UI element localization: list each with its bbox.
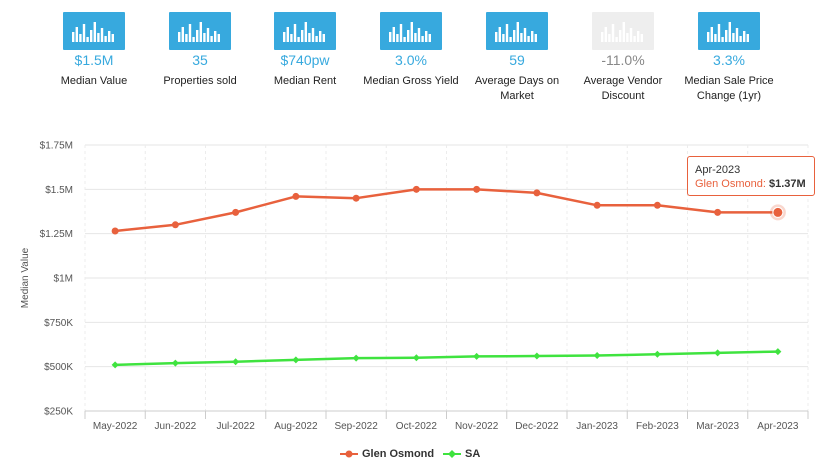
data-point-sa bbox=[593, 351, 601, 359]
tooltip-date: Apr-2023 bbox=[695, 164, 741, 176]
y-tick-label: $500K bbox=[44, 362, 73, 373]
data-point-glen-osmond bbox=[292, 192, 300, 200]
stat-label: Median Sale Price Change (1yr) bbox=[684, 75, 774, 102]
stat-card[interactable]: 3.0% Median Gross Yield bbox=[358, 12, 464, 89]
data-point-sa bbox=[352, 354, 360, 362]
stat-value: 3.0% bbox=[395, 52, 427, 68]
tooltip-series: Glen Osmond bbox=[695, 178, 763, 190]
stat-value: $740pw bbox=[280, 52, 330, 68]
tooltip-value: $1.37M bbox=[769, 178, 806, 190]
stat-card[interactable]: $1.5M Median Value bbox=[41, 12, 147, 89]
bar-chart-icon[interactable] bbox=[380, 12, 442, 50]
x-tick-label: Oct-2022 bbox=[396, 421, 438, 432]
data-point-sa bbox=[473, 352, 481, 360]
data-point-sa bbox=[774, 348, 782, 356]
chart-tooltip: Apr-2023 Glen Osmond: $1.37M bbox=[687, 156, 815, 196]
stat-label: Average Days on Market bbox=[474, 75, 560, 102]
stat-card[interactable]: 59 Average Days on Market bbox=[464, 12, 570, 104]
x-tick-label: Jul-2022 bbox=[216, 421, 255, 432]
bar-chart-icon[interactable] bbox=[274, 12, 336, 50]
data-point-glen-osmond bbox=[412, 185, 420, 193]
x-tick-label: Feb-2023 bbox=[636, 421, 679, 432]
x-tick-label: Dec-2022 bbox=[515, 421, 559, 432]
data-point-sa bbox=[533, 352, 541, 360]
data-point-glen-osmond bbox=[593, 201, 601, 209]
data-point-glen-osmond bbox=[352, 194, 360, 202]
data-point-sa bbox=[653, 350, 661, 358]
data-point-glen-osmond bbox=[714, 208, 722, 216]
stat-card[interactable]: 3.3% Median Sale Price Change (1yr) bbox=[676, 12, 782, 104]
data-point-glen-osmond bbox=[473, 185, 481, 193]
x-tick-label: Nov-2022 bbox=[455, 421, 499, 432]
stat-label: Median Gross Yield bbox=[363, 75, 459, 87]
y-tick-label: $1.5M bbox=[45, 185, 73, 196]
chart-legend: Glen Osmond SA bbox=[0, 446, 830, 466]
stat-label: Average Vendor Discount bbox=[583, 75, 663, 102]
stat-card[interactable]: $740pw Median Rent bbox=[252, 12, 358, 89]
series-line-sa bbox=[115, 350, 778, 367]
stat-value: 3.3% bbox=[713, 52, 745, 68]
x-tick-label: Aug-2022 bbox=[274, 421, 318, 432]
data-point-sa bbox=[171, 359, 179, 367]
y-tick-label: $250K bbox=[44, 407, 73, 418]
x-tick-label: May-2022 bbox=[93, 421, 138, 432]
legend-sa-symbol[interactable] bbox=[443, 449, 461, 459]
bar-chart-icon[interactable] bbox=[592, 12, 654, 50]
data-point-glen-osmond bbox=[232, 208, 240, 216]
bar-chart-icon[interactable] bbox=[698, 12, 760, 50]
data-point-glen-osmond bbox=[653, 201, 661, 209]
stat-value: 59 bbox=[509, 52, 525, 68]
stat-card[interactable]: 35 Properties sold bbox=[147, 12, 253, 89]
data-point-sa bbox=[412, 354, 420, 362]
data-point-glen-osmond bbox=[171, 221, 179, 229]
data-point-glen-osmond bbox=[111, 227, 119, 235]
legend-glen-symbol[interactable] bbox=[340, 449, 358, 459]
stat-value: 35 bbox=[192, 52, 208, 68]
x-tick-label: Apr-2023 bbox=[757, 421, 799, 432]
legend-item-glen-osmond[interactable]: Glen Osmond bbox=[362, 448, 435, 460]
series-line-glen-osmond bbox=[114, 188, 778, 233]
data-point-sa bbox=[111, 361, 119, 369]
stat-value: -11.0% bbox=[601, 52, 645, 68]
y-axis-title: Median Value bbox=[20, 247, 31, 308]
bar-chart-icon[interactable] bbox=[63, 12, 125, 50]
stat-label: Properties sold bbox=[163, 75, 237, 87]
x-tick-label: Mar-2023 bbox=[696, 421, 739, 432]
data-point-sa bbox=[292, 356, 300, 364]
data-point-sa bbox=[232, 358, 240, 366]
y-tick-label: $750K bbox=[44, 318, 73, 329]
y-tick-label: $1M bbox=[54, 274, 73, 285]
data-point-glen-osmond bbox=[533, 189, 541, 197]
stat-value: $1.5M bbox=[74, 52, 114, 68]
legend-item-sa[interactable]: SA bbox=[465, 448, 481, 460]
y-tick-label: $1.75M bbox=[40, 141, 73, 152]
stats-strip: $1.5M Median Value 35 Properties sold $740pw… bbox=[0, 0, 830, 130]
stat-label: Median Value bbox=[60, 75, 128, 87]
data-point-sa bbox=[714, 349, 722, 357]
x-tick-label: Jun-2022 bbox=[155, 421, 197, 432]
y-tick-label: $1.25M bbox=[40, 229, 73, 240]
data-point-glen-osmond bbox=[772, 206, 784, 218]
x-tick-label: Sep-2022 bbox=[334, 421, 378, 432]
stat-label: Median Rent bbox=[273, 75, 337, 87]
x-tick-label: Jan-2023 bbox=[576, 421, 618, 432]
bar-chart-icon[interactable] bbox=[486, 12, 548, 50]
stat-card[interactable]: -11.0% Average Vendor Discount bbox=[570, 12, 676, 104]
bar-chart-icon[interactable] bbox=[169, 12, 231, 50]
